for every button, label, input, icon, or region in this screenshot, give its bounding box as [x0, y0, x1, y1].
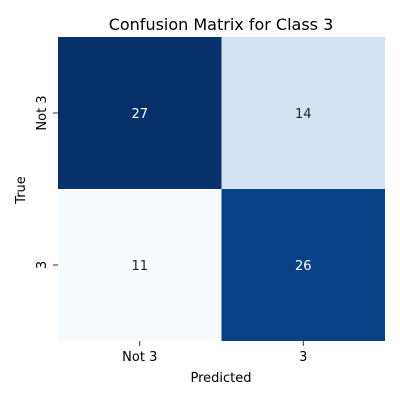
cell-value-label: 27	[131, 107, 148, 122]
heatmap-cells	[58, 37, 385, 341]
heatmap-cell-labels: 27 14 11 26	[131, 107, 311, 274]
heatmap-cell	[221, 37, 385, 189]
x-tick-label: 3	[299, 350, 307, 365]
y-axis-label: True	[14, 176, 29, 205]
heatmap-cell	[58, 189, 222, 341]
chart-title: Confusion Matrix for Class 3	[109, 15, 334, 34]
x-tick-label: Not 3	[122, 350, 157, 365]
heatmap-cell	[221, 189, 385, 341]
x-axis-ticks: Not 3 3	[122, 341, 307, 365]
y-axis-ticks: Not 3 3	[35, 95, 58, 269]
x-axis-label: Predicted	[190, 371, 251, 386]
heatmap-cell	[58, 37, 222, 189]
cell-value-label: 14	[295, 107, 312, 122]
y-tick-label: Not 3	[35, 95, 50, 130]
cell-value-label: 26	[295, 259, 312, 274]
cell-value-label: 11	[131, 259, 148, 274]
y-tick-label: 3	[35, 261, 50, 269]
